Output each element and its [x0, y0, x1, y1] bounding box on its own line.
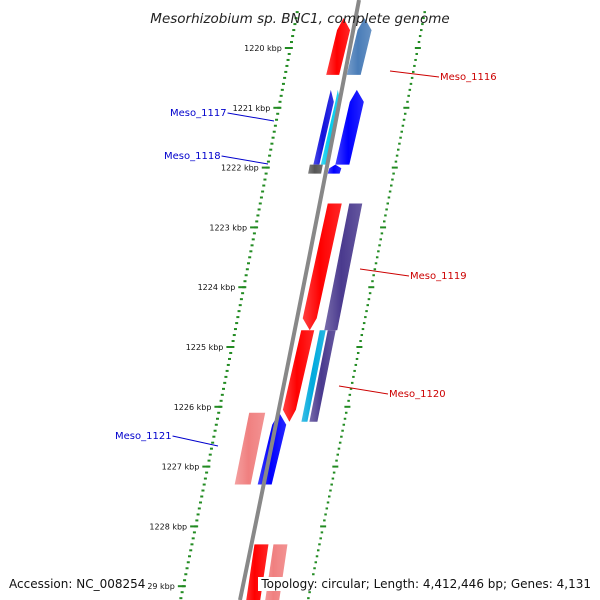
tick-label: 1220 kbp	[244, 44, 282, 53]
gene-label-leader	[172, 435, 219, 447]
gene-shape	[320, 89, 341, 165]
gene-labels: Meso_1116 Meso_1117 Meso_1118 Meso_1119 Meso…	[115, 70, 497, 447]
gene-shape	[308, 164, 323, 174]
gene-shape	[246, 544, 269, 600]
gene-shape	[302, 203, 342, 331]
gene-label: Meso_1120	[389, 389, 446, 400]
genome-backbone	[238, 0, 361, 600]
tick-label: 1228 kbp	[149, 522, 187, 531]
tick-label: 1225 kbp	[186, 343, 224, 352]
gene-shape	[335, 89, 364, 165]
gene-label-leader	[338, 385, 389, 395]
tick-label: 1222 kbp	[221, 164, 259, 173]
gene-label: Meso_1117	[170, 108, 227, 119]
gene-label: Meso_1121	[115, 431, 172, 442]
gene-label: Meso_1116	[440, 72, 497, 83]
map-title: Mesorhizobium sp. BNC1, complete genome	[150, 11, 449, 27]
gene-label-leader	[359, 268, 410, 277]
gene-shape	[324, 203, 363, 331]
tick-label: 1229 kbp	[137, 582, 175, 591]
gene-label-leader	[389, 70, 440, 78]
tick-label: 1221 kbp	[233, 104, 271, 113]
gene-shape	[282, 330, 315, 422]
gene-label-leader	[227, 112, 275, 122]
tick-label: 1223 kbp	[209, 223, 247, 232]
gene-label-leader	[221, 155, 269, 165]
gene-shape	[301, 330, 326, 422]
gene-shape	[327, 164, 342, 174]
gene-shape	[309, 330, 336, 422]
tick-label: 1224 kbp	[198, 283, 236, 292]
gene-shape	[346, 18, 372, 75]
topology-text: Topology: circular; Length: 4,412,446 bp…	[258, 577, 594, 591]
gene-shape	[326, 18, 351, 75]
tick-label: 1227 kbp	[162, 463, 200, 472]
tick-labels: 1220 kbp 1221 kbp 1222 kbp 1223 kbp 1224 kbp…	[137, 44, 282, 591]
outer-tick-marks	[177, 11, 299, 600]
inner-tick-marks	[307, 11, 426, 600]
gene-shape	[234, 412, 266, 485]
tick-label: 1226 kbp	[174, 403, 212, 412]
gene-label: Meso_1119	[410, 271, 467, 282]
gene-label: Meso_1118	[164, 151, 221, 162]
gene-shape	[313, 89, 334, 165]
gene-features	[234, 18, 372, 600]
accession-text: Accession: NC_008254	[6, 577, 149, 591]
